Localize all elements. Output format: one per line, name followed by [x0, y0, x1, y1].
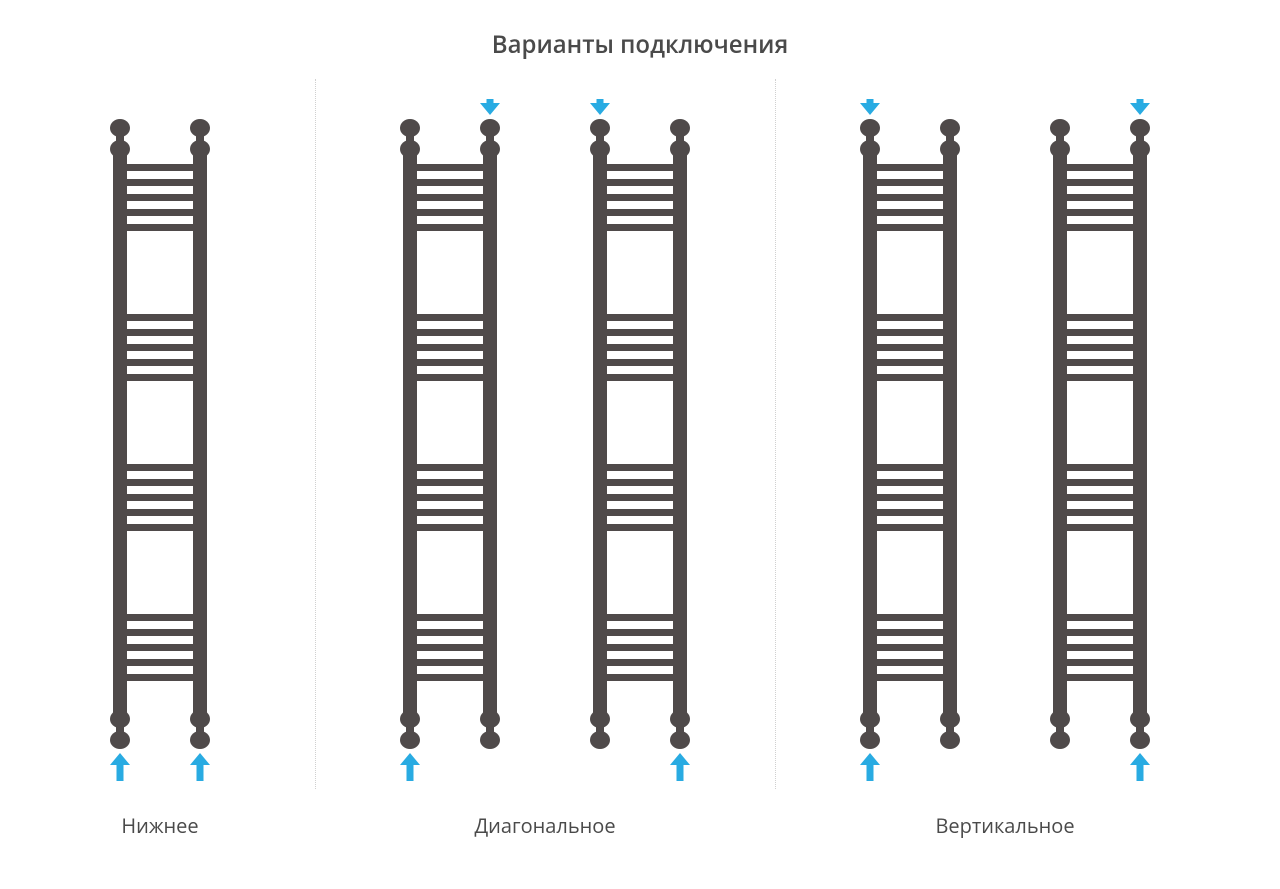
radiator-bottom-0 — [100, 99, 220, 799]
section-divider-1 — [775, 79, 776, 789]
radiator-vertical-0 — [850, 99, 970, 799]
group-label-diagonal: Диагональное — [395, 812, 695, 839]
diagram-stage: Нижнее Диагональное Вертикальное — [0, 79, 1280, 859]
radiator-vertical-1 — [1040, 99, 1160, 799]
group-label-vertical: Вертикальное — [855, 812, 1155, 839]
diagram-title: Варианты подключения — [0, 28, 1280, 61]
radiator-diagonal-0 — [390, 99, 510, 799]
radiator-diagonal-1 — [580, 99, 700, 799]
group-label-bottom: Нижнее — [10, 812, 310, 839]
section-divider-0 — [315, 79, 316, 789]
